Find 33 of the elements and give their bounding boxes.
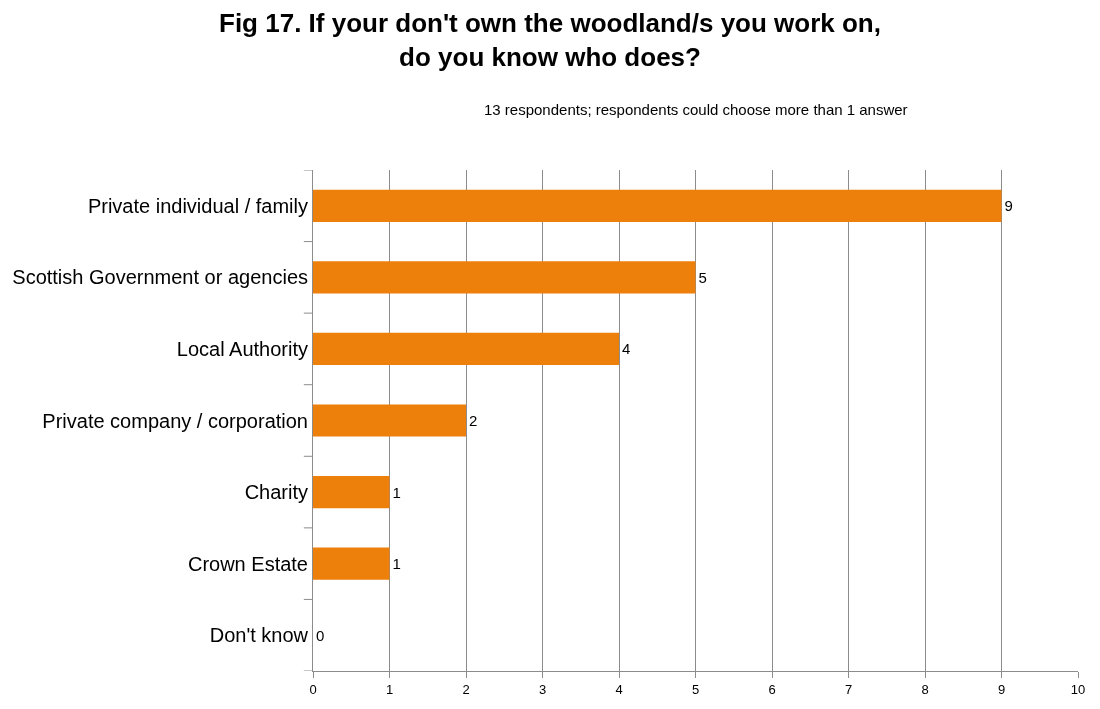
y-tick-label: Local Authority xyxy=(176,337,308,360)
x-tick-label: 10 xyxy=(1070,681,1086,697)
x-tick-label: 1 xyxy=(385,681,394,697)
chart-subtitle: 13 respondents; respondents could choose more than 1 answer xyxy=(484,101,908,118)
bar xyxy=(313,332,619,366)
x-tick-label: 6 xyxy=(768,681,776,697)
bar xyxy=(313,547,390,580)
bar xyxy=(313,475,390,509)
data-label: 1 xyxy=(392,555,401,573)
bar xyxy=(313,404,466,437)
y-tick-label: Crown Estate xyxy=(187,552,308,575)
y-tick-label: Charity xyxy=(244,481,308,504)
data-label: 1 xyxy=(392,483,401,501)
y-tick-label: Private company / corporation xyxy=(42,409,308,432)
y-tick-label: Don't know xyxy=(209,624,309,647)
x-tick-label: 2 xyxy=(462,681,470,697)
x-tick-label: 7 xyxy=(844,681,853,697)
chart-title: Fig 17. If your don't own the woodland/s you work on, do you know who does? xyxy=(219,7,881,72)
bar xyxy=(313,261,696,294)
x-tick-label: 9 xyxy=(997,681,1006,697)
data-label: 4 xyxy=(622,340,631,358)
data-label: 2 xyxy=(469,412,478,429)
x-tick-label: 0 xyxy=(309,681,317,697)
data-label: 9 xyxy=(1004,197,1013,215)
x-tick-label: 5 xyxy=(691,681,700,697)
x-tick-label: 3 xyxy=(538,681,547,697)
x-tick-label: 4 xyxy=(615,681,623,697)
bar xyxy=(313,189,1002,222)
data-label: 0 xyxy=(316,626,325,644)
y-tick-label: Private individual / family xyxy=(87,194,308,217)
x-tick-label: 8 xyxy=(921,681,929,697)
y-tick-label: Scottish Government or agencies xyxy=(12,266,308,289)
data-label: 5 xyxy=(698,268,707,286)
